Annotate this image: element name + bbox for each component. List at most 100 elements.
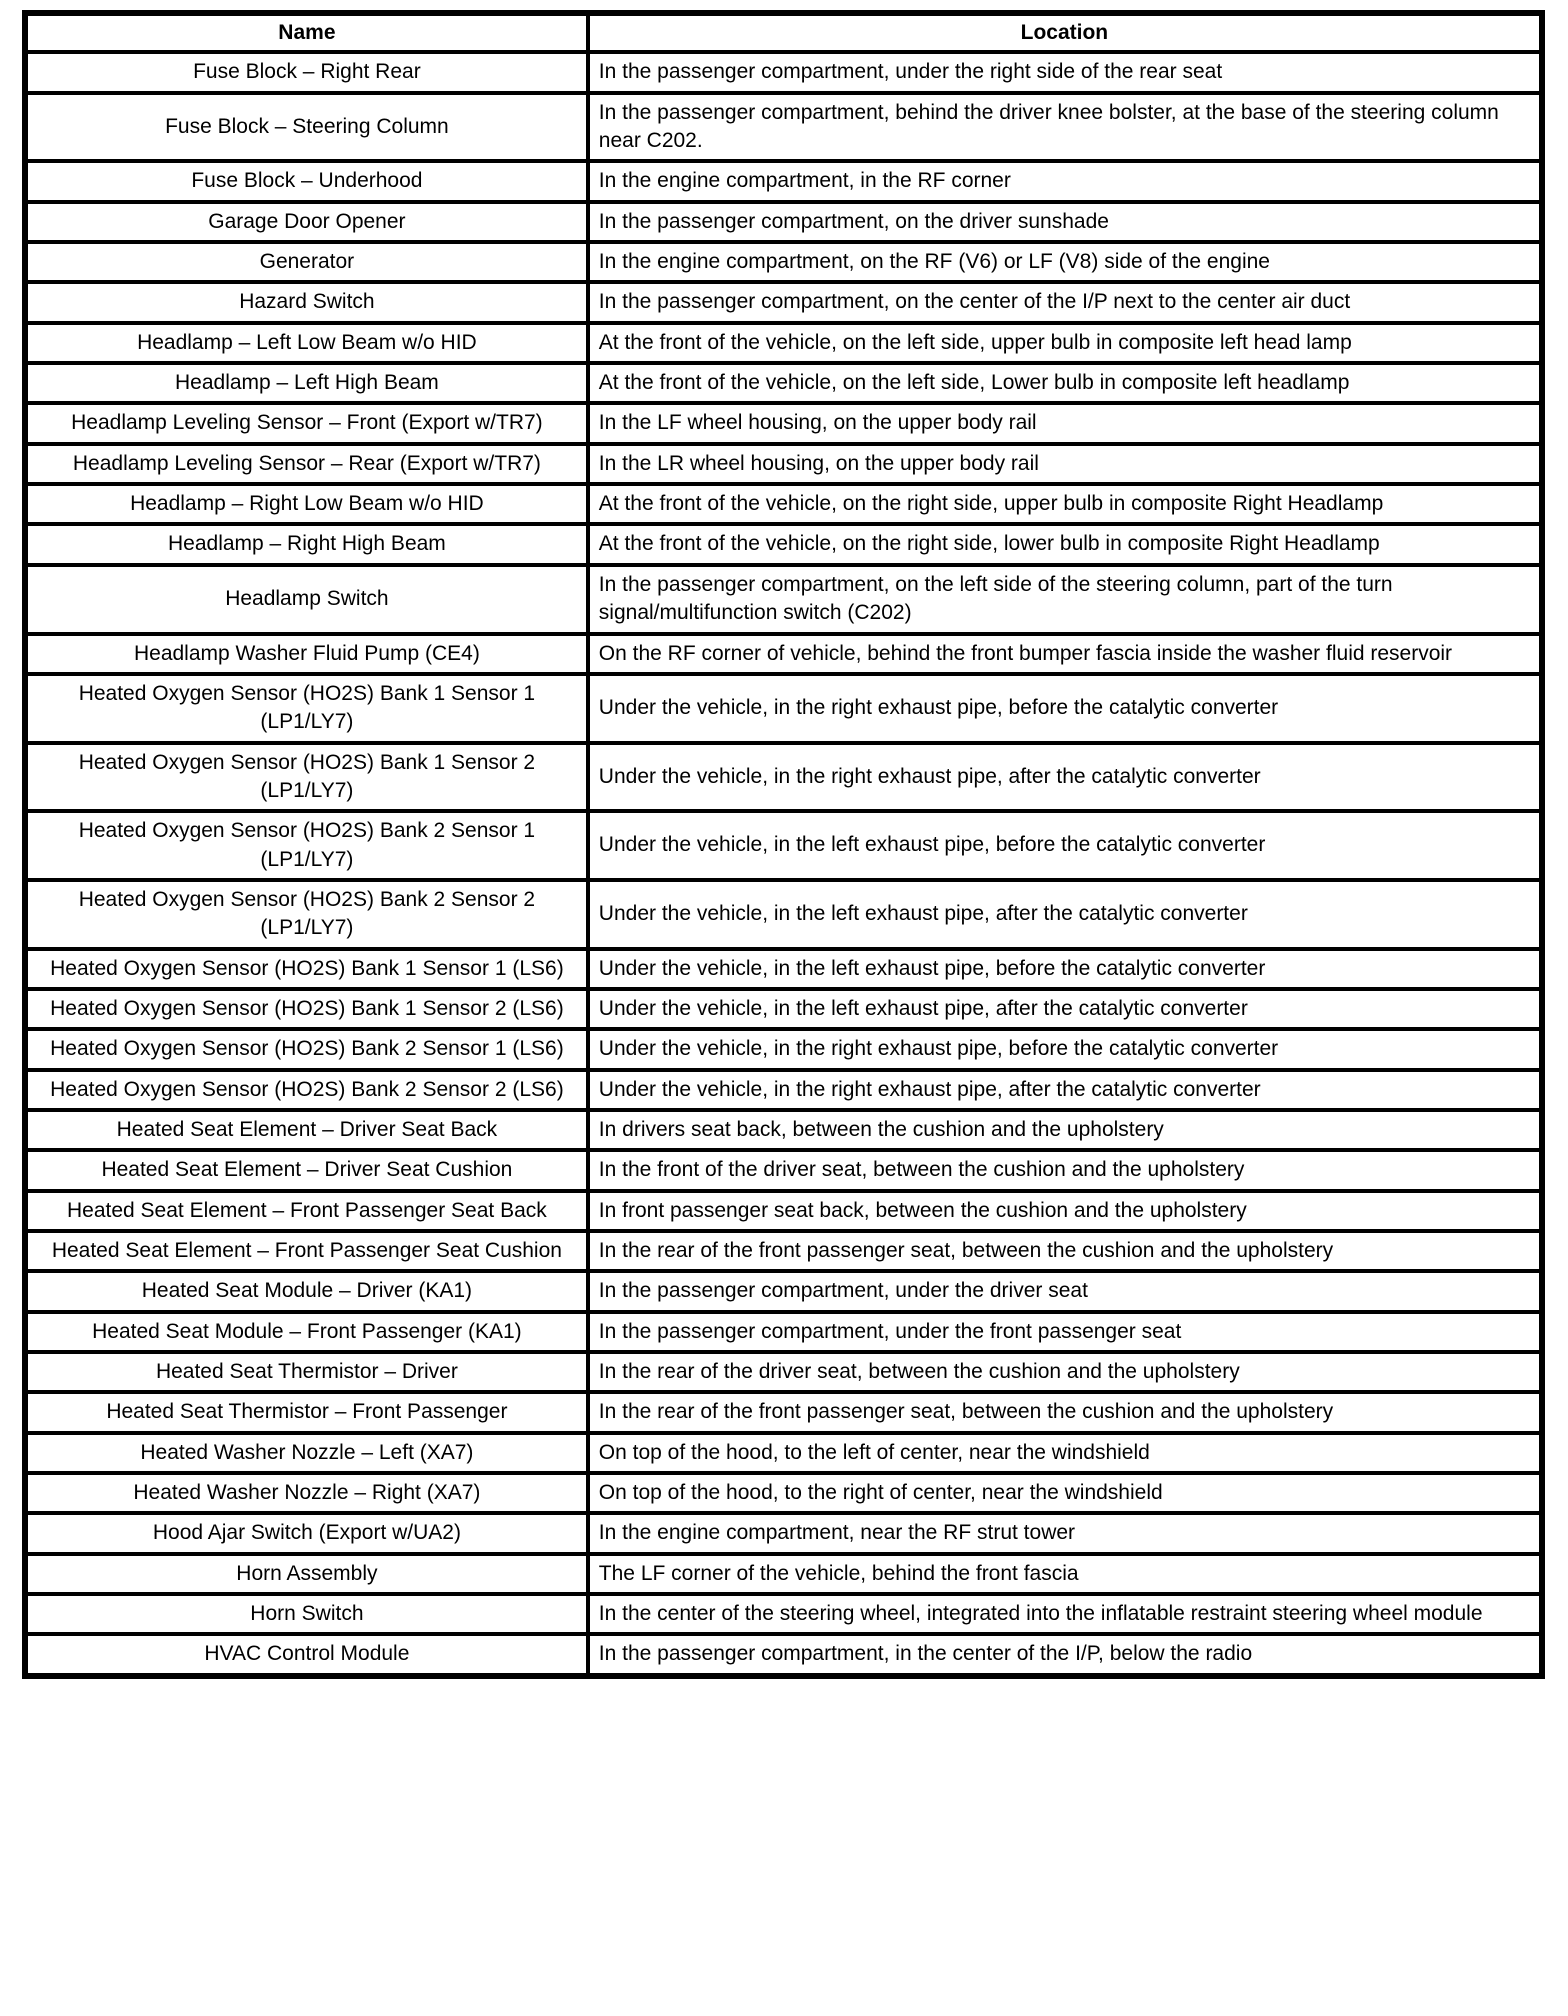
table-header-row: Name Location: [23, 10, 1545, 55]
table-row: Heated Seat Module – Front Passenger (KA…: [23, 1309, 1545, 1355]
component-name-cell: Hood Ajar Switch (Export w/UA2): [23, 1511, 590, 1556]
table-row: Heated Oxygen Sensor (HO2S) Bank 2 Senso…: [23, 809, 1545, 882]
table-row: Headlamp Leveling Sensor – Rear (Export …: [23, 441, 1545, 487]
component-name-cell: Generator: [23, 240, 590, 285]
table-body: Fuse Block – Right Rear In the passenger …: [23, 50, 1545, 1678]
component-location-cell: At the front of the vehicle, on the righ…: [585, 482, 1545, 527]
table-row: Headlamp – Left Low Beam w/o HID At the f…: [23, 320, 1545, 366]
table-row: Heated Seat Element – Driver Seat Cushio…: [23, 1148, 1545, 1193]
component-location-cell: Under the vehicle, in the right exhaust …: [585, 740, 1545, 814]
component-location-table: Name Location Fuse Block – Right Rear In …: [22, 10, 1545, 1679]
component-name-cell: Headlamp Leveling Sensor – Front (Export…: [23, 401, 590, 446]
component-location-cell: In front passenger seat back, between th…: [585, 1188, 1545, 1234]
component-name-cell: Heated Seat Module – Front Passenger (KA…: [23, 1309, 590, 1355]
component-name-cell: Heated Seat Element – Driver Seat Back: [23, 1107, 590, 1153]
component-location-cell: Under the vehicle, in the left exhaust p…: [585, 877, 1545, 951]
component-location-cell: On top of the hood, to the left of cente…: [585, 1430, 1545, 1476]
component-location-cell: Under the vehicle, in the left exhaust p…: [585, 809, 1545, 882]
table-row: Generator In the engine compartment, on t…: [23, 240, 1545, 285]
component-location-cell: In the LR wheel housing, on the upper bo…: [585, 441, 1545, 487]
component-location-cell: In the passenger compartment, on the cen…: [585, 280, 1545, 325]
component-location-cell: Under the vehicle, in the left exhaust p…: [585, 946, 1545, 991]
component-name-cell: Heated Washer Nozzle – Left (XA7): [23, 1430, 590, 1476]
table-row: Headlamp – Left High Beam At the front of…: [23, 361, 1545, 406]
table-row: Heated Seat Element – Front Passenger Se…: [23, 1188, 1545, 1234]
component-name-cell: Fuse Block – Steering Column: [23, 90, 590, 164]
component-name-cell: Headlamp Switch: [23, 562, 590, 636]
table-row: Headlamp – Right Low Beam w/o HID At the …: [23, 482, 1545, 527]
table-row: Fuse Block – Right Rear In the passenger …: [23, 50, 1545, 95]
component-location-cell: In the passenger compartment, behind the…: [585, 90, 1545, 164]
component-name-cell: Heated Oxygen Sensor (HO2S) Bank 2 Senso…: [23, 1067, 590, 1112]
table-row: Headlamp Leveling Sensor – Front (Export…: [23, 401, 1545, 446]
component-location-cell: In the passenger compartment, under the …: [585, 1269, 1545, 1314]
component-name-cell: Headlamp – Left Low Beam w/o HID: [23, 320, 590, 366]
component-location-cell: In the engine compartment, near the RF s…: [585, 1511, 1545, 1556]
component-location-cell: In drivers seat back, between the cushio…: [585, 1107, 1545, 1153]
component-name-cell: Heated Seat Module – Driver (KA1): [23, 1269, 590, 1314]
table-row: Heated Oxygen Sensor (HO2S) Bank 1 Senso…: [23, 740, 1545, 814]
component-name-cell: Heated Seat Thermistor – Front Passenger: [23, 1390, 590, 1435]
table-row: Fuse Block – Steering Column In the passe…: [23, 90, 1545, 164]
component-name-cell: Heated Oxygen Sensor (HO2S) Bank 2 Senso…: [23, 877, 590, 951]
table-row: Heated Washer Nozzle – Right (XA7) On top…: [23, 1471, 1545, 1516]
component-name-cell: Heated Oxygen Sensor (HO2S) Bank 2 Senso…: [23, 809, 590, 882]
component-name-cell: Heated Seat Element – Driver Seat Cushio…: [23, 1148, 590, 1193]
table-row: Heated Seat Element – Driver Seat Back In…: [23, 1107, 1545, 1153]
table-row: Heated Oxygen Sensor (HO2S) Bank 2 Senso…: [23, 877, 1545, 951]
table-row: Hazard Switch In the passenger compartmen…: [23, 280, 1545, 325]
component-name-cell: Headlamp – Right High Beam: [23, 522, 590, 567]
column-header-location: Location: [585, 10, 1545, 55]
component-location-cell: In the rear of the front passenger seat,…: [585, 1390, 1545, 1435]
table-row: Horn Assembly The LF corner of the vehicl…: [23, 1551, 1545, 1597]
table-row: Heated Oxygen Sensor (HO2S) Bank 1 Senso…: [23, 946, 1545, 991]
table-row: Heated Oxygen Sensor (HO2S) Bank 1 Senso…: [23, 986, 1545, 1032]
table-row: Heated Washer Nozzle – Left (XA7) On top …: [23, 1430, 1545, 1476]
table-row: Heated Oxygen Sensor (HO2S) Bank 2 Senso…: [23, 1027, 1545, 1072]
table-row: Headlamp Washer Fluid Pump (CE4) On the R…: [23, 631, 1545, 676]
table-row: Fuse Block – Underhood In the engine comp…: [23, 159, 1545, 204]
component-name-cell: Fuse Block – Right Rear: [23, 50, 590, 95]
table-row: Heated Oxygen Sensor (HO2S) Bank 1 Senso…: [23, 671, 1545, 745]
component-location-cell: Under the vehicle, in the left exhaust p…: [585, 986, 1545, 1032]
component-name-cell: Heated Washer Nozzle – Right (XA7): [23, 1471, 590, 1516]
component-location-cell: In the passenger compartment, in the cen…: [585, 1632, 1545, 1678]
table-row: Heated Seat Thermistor – Front Passenger…: [23, 1390, 1545, 1435]
component-location-cell: In the center of the steering wheel, int…: [585, 1592, 1545, 1637]
component-name-cell: Headlamp Leveling Sensor – Rear (Export …: [23, 441, 590, 487]
component-location-cell: In the passenger compartment, under the …: [585, 1309, 1545, 1355]
component-location-cell: On the RF corner of vehicle, behind the …: [585, 631, 1545, 676]
component-location-cell: In the rear of the front passenger seat,…: [585, 1228, 1545, 1274]
component-name-cell: Headlamp – Left High Beam: [23, 361, 590, 406]
column-header-name: Name: [23, 10, 590, 55]
component-location-cell: At the front of the vehicle, on the left…: [585, 361, 1545, 406]
table-row: Heated Oxygen Sensor (HO2S) Bank 2 Senso…: [23, 1067, 1545, 1112]
component-location-cell: In the rear of the driver seat, between …: [585, 1350, 1545, 1395]
component-name-cell: Heated Oxygen Sensor (HO2S) Bank 2 Senso…: [23, 1027, 590, 1072]
component-name-cell: Heated Seat Element – Front Passenger Se…: [23, 1188, 590, 1234]
component-name-cell: Heated Oxygen Sensor (HO2S) Bank 1 Senso…: [23, 740, 590, 814]
component-name-cell: Garage Door Opener: [23, 199, 590, 245]
component-location-cell: On top of the hood, to the right of cent…: [585, 1471, 1545, 1516]
component-name-cell: Hazard Switch: [23, 280, 590, 325]
component-name-cell: Heated Oxygen Sensor (HO2S) Bank 1 Senso…: [23, 946, 590, 991]
component-name-cell: Heated Seat Thermistor – Driver: [23, 1350, 590, 1395]
component-name-cell: HVAC Control Module: [23, 1632, 590, 1678]
table-row: HVAC Control Module In the passenger comp…: [23, 1632, 1545, 1678]
component-name-cell: Horn Assembly: [23, 1551, 590, 1597]
table-row: Heated Seat Thermistor – Driver In the re…: [23, 1350, 1545, 1395]
component-name-cell: Heated Oxygen Sensor (HO2S) Bank 1 Senso…: [23, 986, 590, 1032]
component-location-cell: In the passenger compartment, on the lef…: [585, 562, 1545, 636]
table-row: Headlamp – Right High Beam At the front o…: [23, 522, 1545, 567]
table-row: Heated Seat Module – Driver (KA1) In the …: [23, 1269, 1545, 1314]
component-location-cell: The LF corner of the vehicle, behind the…: [585, 1551, 1545, 1597]
component-location-cell: In the passenger compartment, under the …: [585, 50, 1545, 95]
table-row: Horn Switch In the center of the steering…: [23, 1592, 1545, 1637]
component-location-cell: Under the vehicle, in the right exhaust …: [585, 1067, 1545, 1112]
component-location-cell: In the engine compartment, on the RF (V6…: [585, 240, 1545, 285]
table-row: Hood Ajar Switch (Export w/UA2) In the en…: [23, 1511, 1545, 1556]
component-name-cell: Fuse Block – Underhood: [23, 159, 590, 204]
component-location-cell: In the front of the driver seat, between…: [585, 1148, 1545, 1193]
component-location-cell: In the passenger compartment, on the dri…: [585, 199, 1545, 245]
